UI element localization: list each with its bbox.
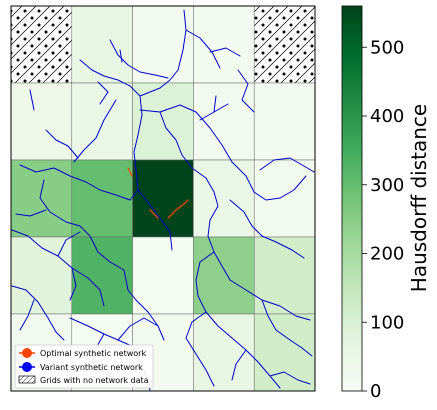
heatmap-cell	[71, 236, 133, 315]
network-lines	[11, 9, 315, 391]
network-branch	[11, 285, 65, 341]
network-branch	[259, 157, 315, 173]
network-branch	[229, 199, 305, 259]
legend-nodata-label: Grids with no network data	[40, 376, 149, 385]
network-branch	[159, 111, 193, 169]
optimal-network-lines	[127, 167, 189, 219]
heatmap-cell	[193, 5, 255, 84]
colorbar-tick-label: 400	[370, 106, 404, 127]
network-branch	[209, 47, 255, 113]
legend-frame	[14, 344, 154, 389]
network-branch	[231, 161, 307, 201]
network-branch	[97, 49, 123, 105]
heatmap-cell	[71, 159, 133, 238]
colorbar: 0 100 200 300 400 500 Hausdorff distance	[341, 5, 431, 402]
plot-frame	[10, 5, 316, 392]
heatmap-cell	[10, 82, 73, 161]
legend-hatch-swatch	[18, 375, 36, 384]
legend: Optimal synthetic network Variant synthe…	[14, 344, 154, 389]
legend-optimal-marker	[22, 348, 32, 358]
heatmap-cell	[253, 82, 316, 161]
heatmap-cell	[71, 82, 133, 161]
colorbar-ticks: 0 100 200 300 400 500	[362, 37, 404, 402]
network-branch	[39, 179, 99, 253]
network-branch	[15, 209, 47, 331]
heatmap-cell	[10, 159, 73, 238]
legend-entry-nodata: Grids with no network data	[18, 375, 149, 385]
legend-variant-label: Variant synthetic network	[40, 363, 143, 372]
network-branch	[79, 59, 141, 97]
heatmap-cell	[193, 236, 255, 315]
optimal-branch	[167, 199, 189, 219]
heatmap-cell	[193, 313, 255, 392]
heatmap-cell	[132, 159, 194, 238]
network-branch	[195, 251, 281, 389]
network-branch	[185, 29, 221, 69]
colorbar-tick-label: 200	[370, 244, 404, 265]
network-branch	[199, 95, 229, 121]
network-branch	[231, 349, 311, 385]
network-branch	[19, 164, 139, 201]
no-data-cell	[10, 5, 73, 84]
colorbar-label: Hausdorff distance	[407, 104, 431, 292]
heatmap-cell	[193, 159, 255, 238]
no-data-cell	[253, 5, 316, 84]
optimal-branch	[149, 209, 159, 219]
heatmap-cell	[132, 236, 194, 315]
optimal-branch	[127, 167, 133, 177]
legend-variant-marker	[22, 362, 32, 372]
network-branch	[117, 317, 159, 341]
network-branch	[133, 95, 173, 251]
network-branch	[109, 39, 169, 79]
network-branch	[73, 99, 117, 163]
heatmap-cell	[132, 82, 194, 161]
network-branch	[185, 311, 215, 387]
heatmap-cell	[10, 236, 73, 315]
legend-entry-optimal: Optimal synthetic network	[19, 348, 146, 358]
colorbar-tick-label: 500	[370, 37, 404, 58]
colorbar-tick-label: 300	[370, 175, 404, 196]
network-branch	[229, 279, 311, 321]
network-branch	[139, 9, 187, 97]
heatmap-cells	[10, 5, 316, 392]
network-branch	[97, 251, 165, 341]
network-branch	[11, 229, 105, 307]
legend-optimal-label: Optimal synthetic network	[40, 349, 146, 358]
legend-entry-variant: Variant synthetic network	[19, 362, 143, 372]
network-branch	[29, 89, 79, 159]
colorbar-gradient	[341, 5, 363, 392]
heatmap-cell	[71, 5, 133, 84]
network-branch	[261, 299, 313, 357]
heatmap-cell	[253, 313, 316, 392]
colorbar-tick-label: 0	[370, 381, 381, 402]
network-branch	[191, 167, 231, 281]
colorbar-tick-label: 100	[370, 312, 404, 333]
network-branch	[57, 231, 81, 301]
